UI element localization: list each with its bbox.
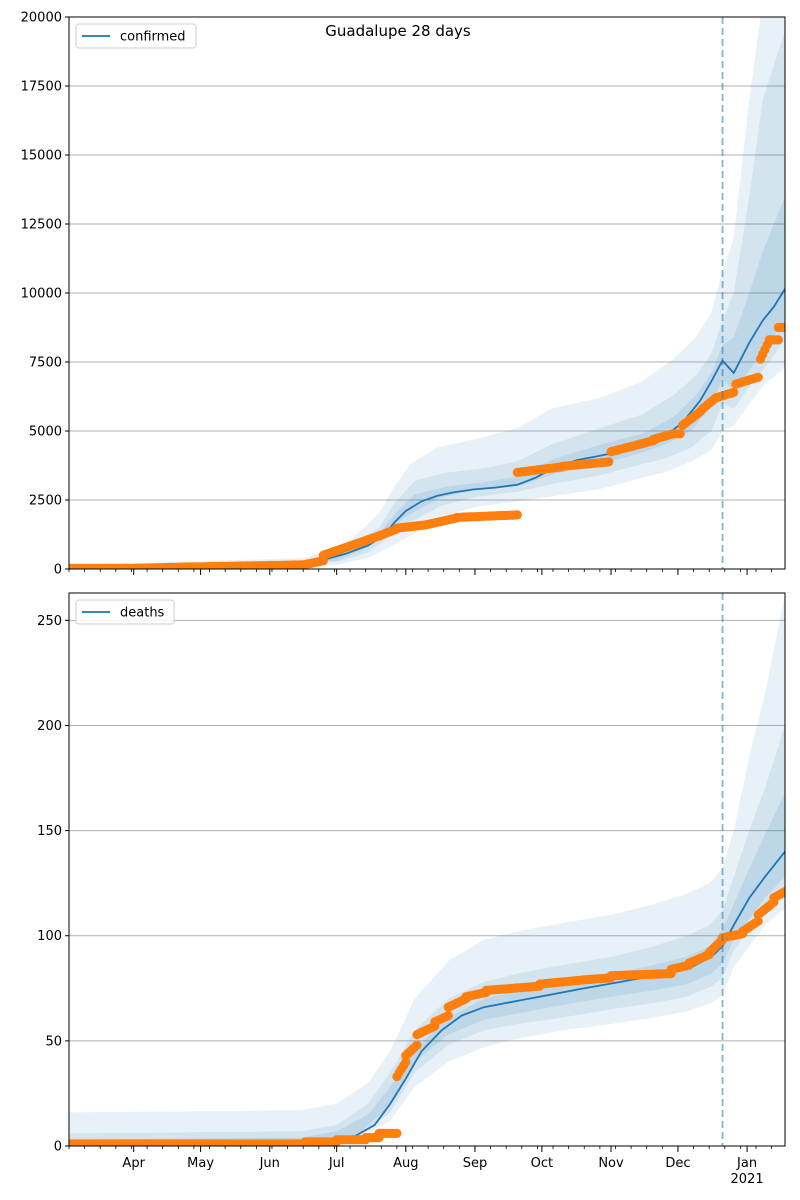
y-tick-label: 0	[54, 563, 62, 578]
x-tick-label: Sep	[463, 1156, 488, 1171]
uncertainty-band	[69, 30, 785, 569]
deaths-panel: 0 50 100 150 200 250 deaths Apr May Jun Jul Aug Se…	[37, 592, 786, 1187]
y-tick-label: 100	[37, 929, 62, 944]
observed-point	[753, 372, 763, 382]
x-tick-label: Jan	[736, 1156, 757, 1171]
legend-label: confirmed	[120, 30, 186, 45]
legend-label: deaths	[120, 606, 165, 621]
x-tick-label: Aug	[393, 1156, 418, 1171]
y-tick-label: 150	[37, 824, 62, 839]
x-tick-label: Jul	[328, 1156, 345, 1171]
y-tick-label: 7500	[29, 356, 62, 371]
uncertainty-band	[69, 595, 785, 1144]
y-tick-label: 12500	[21, 218, 62, 233]
legend-box	[75, 599, 175, 625]
x-year-label: 2021	[731, 1172, 764, 1187]
confirmed-legend: confirmed	[75, 23, 197, 49]
x-tick-label: Nov	[598, 1156, 624, 1171]
confirmed-uncertainty-bands	[69, 17, 785, 569]
y-tick-label: 15000	[21, 149, 62, 164]
observed-point	[780, 887, 785, 897]
y-tick-label: 10000	[21, 287, 62, 302]
deaths-observed-points	[69, 887, 785, 1146]
observed-point	[753, 916, 763, 926]
deaths-axes: 0 50 100 150 200 250	[37, 592, 786, 1155]
x-tick-label: Oct	[531, 1156, 553, 1171]
observed-point	[443, 1011, 453, 1021]
deaths-gridlines	[69, 619, 785, 1042]
observed-point	[773, 335, 783, 345]
deaths-uncertainty-bands	[69, 595, 785, 1144]
legend-box	[75, 23, 197, 49]
uncertainty-band	[69, 17, 785, 569]
y-tick-label: 0	[54, 1140, 62, 1155]
observed-point	[729, 387, 739, 397]
observed-point	[512, 510, 522, 520]
observed-point	[780, 322, 785, 333]
observed-point	[401, 1057, 411, 1067]
plot-frame	[68, 592, 786, 1147]
y-tick-label: 50	[45, 1034, 62, 1049]
y-tick-label: 200	[37, 719, 62, 734]
x-tick-label: Jun	[259, 1156, 280, 1171]
confirmed-axes: 0 2500 5000 7500 10000 12500 15000 17500 20000	[21, 11, 786, 578]
y-tick-label: 2500	[29, 494, 62, 509]
observed-point	[675, 429, 685, 439]
confirmed-observed-points	[69, 322, 785, 569]
y-tick-label: 17500	[21, 80, 62, 95]
y-tick-label: 250	[37, 614, 62, 629]
y-tick-label: 5000	[29, 425, 62, 440]
observed-point	[412, 1040, 422, 1050]
observed-point	[392, 1128, 402, 1138]
deaths-legend: deaths	[75, 599, 175, 625]
x-tick-label: Dec	[665, 1156, 690, 1171]
confirmed-panel: 0 2500 5000 7500 10000 12500 15000 17500 20000 c…	[21, 11, 786, 578]
x-tick-label: May	[187, 1156, 214, 1171]
observed-point	[604, 457, 614, 467]
uncertainty-band	[69, 792, 785, 1144]
uncertainty-band	[69, 196, 785, 569]
chart-title: Guadalupe 28 days	[325, 22, 471, 40]
x-tick-label: Apr	[122, 1156, 145, 1171]
y-tick-label: 20000	[21, 11, 62, 26]
uncertainty-band	[69, 725, 785, 1144]
